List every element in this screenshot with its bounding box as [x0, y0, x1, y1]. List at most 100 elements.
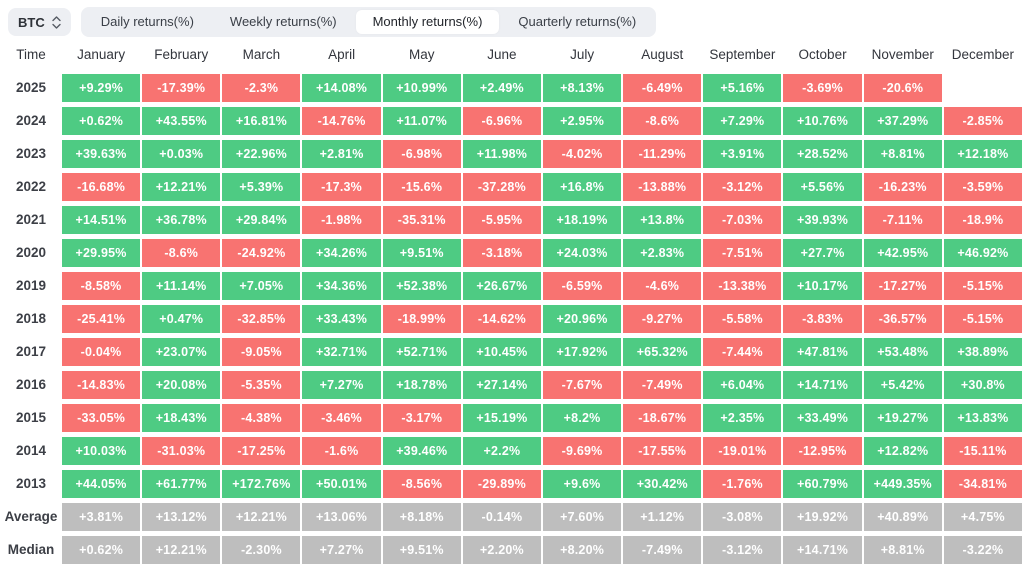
- return-cell: -13.38%: [703, 272, 782, 300]
- return-cell: -14.83%: [62, 371, 141, 399]
- return-cell: -13.88%: [623, 173, 702, 201]
- return-cell: +8.2%: [542, 404, 622, 432]
- row-label: 2021: [15, 212, 47, 227]
- return-cell: -19.01%: [703, 437, 782, 465]
- tab-daily-returns[interactable]: Daily returns(%): [100, 14, 194, 29]
- return-cell: -5.95%: [462, 206, 541, 234]
- month-column-header: August: [641, 47, 684, 62]
- return-cell: +15.19%: [462, 404, 541, 432]
- return-cell: +0.62%: [62, 536, 141, 564]
- return-cell: +12.18%: [943, 140, 1022, 168]
- return-cell: +7.27%: [302, 371, 381, 399]
- table-row: 2017 -0.04% +23.07% -9.05% +32.71% +52.71% +10…: [2, 338, 1022, 366]
- table-row: 2015 -33.05% +18.43% -4.38% -3.46% -3.17% +15.…: [2, 404, 1022, 432]
- row-label: 2019: [15, 278, 47, 293]
- return-cell: +42.95%: [863, 239, 942, 267]
- return-cell: +61.77%: [142, 470, 221, 498]
- return-cell: +13.8%: [623, 206, 702, 234]
- table-row: 2021 +14.51% +36.78% +29.84% -1.98% -35.31% -5…: [2, 206, 1022, 234]
- return-cell: -5.35%: [222, 371, 301, 399]
- summary-row: Median +0.62% +12.21% -2.30% +7.27% +9.51% +2.…: [2, 536, 1022, 564]
- month-column-header: April: [328, 47, 356, 62]
- row-label: Median: [7, 542, 55, 557]
- return-cell: -17.25%: [222, 437, 301, 465]
- return-cell: +8.20%: [542, 536, 622, 564]
- return-cell: +1.12%: [623, 503, 702, 531]
- return-cell: +10.76%: [783, 107, 862, 135]
- return-cell: -37.28%: [462, 173, 541, 201]
- row-label: 2022: [15, 179, 47, 194]
- return-cell: +39.46%: [382, 437, 461, 465]
- return-cell: +18.43%: [142, 404, 221, 432]
- row-label: 2014: [15, 443, 47, 458]
- table-row: 2025 +9.29% -17.39% -2.3% +14.08% +10.99% +2.4…: [2, 74, 1022, 102]
- tab-monthly-returns[interactable]: Monthly returns(%): [355, 10, 500, 34]
- return-cell: -16.68%: [62, 173, 141, 201]
- return-cell: +19.27%: [863, 404, 942, 432]
- row-label: 2013: [15, 476, 47, 491]
- return-cell: -3.12%: [703, 173, 782, 201]
- top-control-bar: BTC Daily returns(%) Weekly returns(%) M…: [0, 0, 1024, 40]
- table-row: 2019 -8.58% +11.14% +7.05% +34.36% +52.38% +26…: [2, 272, 1022, 300]
- return-cell: -3.59%: [943, 173, 1022, 201]
- return-cell: +14.71%: [783, 371, 862, 399]
- return-cell: +60.79%: [783, 470, 862, 498]
- return-cell: +9.51%: [382, 239, 461, 267]
- returns-period-tabs: Daily returns(%) Weekly returns(%) Month…: [80, 7, 657, 37]
- summary-row: Average +3.81% +13.12% +12.21% +13.06% +8.18%…: [2, 503, 1022, 531]
- tab-weekly-returns[interactable]: Weekly returns(%): [229, 14, 337, 29]
- return-cell: -14.76%: [302, 107, 381, 135]
- table-header-row: Time January February March April May June July…: [2, 44, 1022, 66]
- return-cell: +29.95%: [62, 239, 141, 267]
- return-cell: -36.57%: [863, 305, 942, 333]
- return-cell: +8.81%: [863, 536, 942, 564]
- table-row: 2014 +10.03% -31.03% -17.25% -1.6% +39.46% +2.…: [2, 437, 1022, 465]
- month-column-header: January: [77, 47, 126, 62]
- return-cell: -3.46%: [302, 404, 381, 432]
- tab-quarterly-returns[interactable]: Quarterly returns(%): [518, 14, 637, 29]
- return-cell: +13.12%: [142, 503, 221, 531]
- table-row: 2024 +0.62% +43.55% +16.81% -14.76% +11.07% -6…: [2, 107, 1022, 135]
- return-cell: +14.51%: [62, 206, 141, 234]
- return-cell: -3.18%: [462, 239, 541, 267]
- return-cell: +449.35%: [863, 470, 942, 498]
- return-cell: +2.95%: [542, 107, 622, 135]
- return-cell: -9.27%: [623, 305, 702, 333]
- return-cell: +14.08%: [302, 74, 381, 102]
- return-cell: -29.89%: [462, 470, 541, 498]
- month-column-header: May: [408, 47, 435, 62]
- return-cell: +6.04%: [703, 371, 782, 399]
- return-cell: -25.41%: [62, 305, 141, 333]
- return-cell: -16.23%: [863, 173, 942, 201]
- return-cell: -14.62%: [462, 305, 541, 333]
- return-cell: +18.78%: [382, 371, 461, 399]
- return-cell: -20.6%: [863, 74, 942, 102]
- return-cell: +8.18%: [382, 503, 461, 531]
- table-row: 2016 -14.83% +20.08% -5.35% +7.27% +18.78% +27…: [2, 371, 1022, 399]
- return-cell: -18.99%: [382, 305, 461, 333]
- return-cell: -3.69%: [783, 74, 862, 102]
- return-cell: +5.39%: [222, 173, 301, 201]
- return-cell: +2.20%: [462, 536, 541, 564]
- return-cell: -6.96%: [462, 107, 541, 135]
- return-cell: -33.05%: [62, 404, 141, 432]
- return-cell: +24.03%: [542, 239, 622, 267]
- return-cell: +2.83%: [623, 239, 702, 267]
- table-row: 2018 -25.41% +0.47% -32.85% +33.43% -18.99% -1…: [2, 305, 1022, 333]
- return-cell: +13.83%: [943, 404, 1022, 432]
- return-cell: +0.47%: [142, 305, 221, 333]
- return-cell: -4.6%: [623, 272, 702, 300]
- return-cell: -6.59%: [542, 272, 622, 300]
- return-cell: -3.17%: [382, 404, 461, 432]
- return-cell: +26.67%: [462, 272, 541, 300]
- symbol-select[interactable]: BTC: [8, 8, 71, 36]
- return-cell: -15.6%: [382, 173, 461, 201]
- symbol-select-value: BTC: [18, 14, 45, 30]
- month-column-header: March: [242, 47, 281, 62]
- return-cell: +12.82%: [863, 437, 942, 465]
- return-cell: +65.32%: [623, 338, 702, 366]
- return-cell: -18.67%: [623, 404, 702, 432]
- return-cell: +33.49%: [783, 404, 862, 432]
- return-cell: -35.31%: [382, 206, 461, 234]
- return-cell: -6.98%: [382, 140, 461, 168]
